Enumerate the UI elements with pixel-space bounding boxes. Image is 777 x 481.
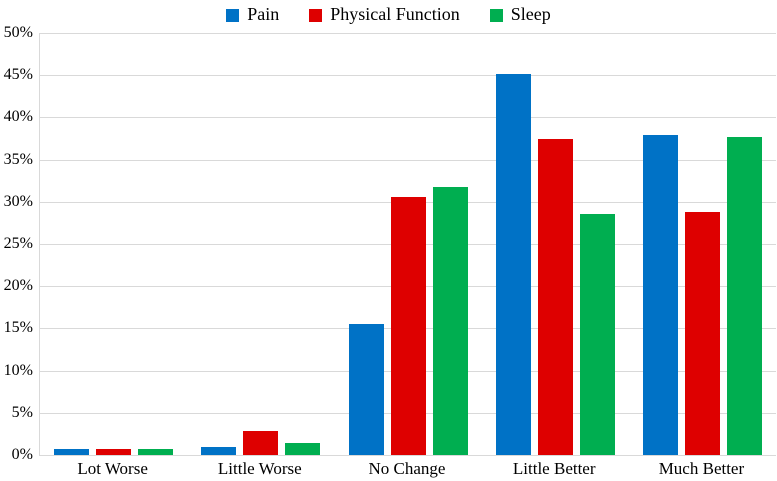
bar-physical-function-little-worse (243, 430, 279, 455)
y-tick-label: 5% (11, 403, 33, 421)
y-tick-label: 15% (3, 319, 33, 337)
bar-pain-little-better (495, 74, 531, 455)
bar-pain-little-worse (201, 446, 237, 455)
bar-pain-no-change (348, 324, 384, 455)
legend-swatch-physical-function (309, 8, 323, 22)
bar-group-no-change (334, 33, 481, 455)
bar-sleep-little-worse (285, 443, 321, 455)
x-axis-label-no-change: No Change (368, 459, 446, 478)
bar-pain-lot-worse (54, 449, 90, 455)
gridline (40, 117, 776, 119)
legend-item-sleep: Sleep (489, 4, 551, 25)
legend-swatch-sleep (489, 8, 503, 22)
x-axis-label-little-worse: Little Worse (217, 459, 302, 478)
bar-physical-function-lot-worse (96, 449, 132, 455)
y-tick-label: 20% (3, 277, 33, 295)
legend-item-physical-function: Physical Function (309, 5, 460, 25)
bar-pain-much-better (642, 135, 678, 455)
x-axis-label-much-better: Much Better (658, 459, 745, 478)
chart-legend: Pain Physical Function Sleep (0, 3, 777, 27)
legend-item-pain: Pain (226, 5, 279, 25)
y-axis-labels: 0% 5% 10% 15% 20% 25% 30% 35% 40% 45% 50% (0, 25, 33, 463)
bar-group-much-better (629, 33, 776, 455)
bar-group-little-worse (187, 33, 334, 455)
bar-sleep-lot-worse (138, 449, 174, 455)
y-tick-label: 30% (3, 192, 33, 210)
bar-sleep-little-better (579, 213, 615, 455)
y-tick-label: 45% (3, 66, 33, 84)
y-tick-label: 0% (11, 446, 33, 463)
gridline (40, 159, 776, 161)
bar-sleep-much-better (726, 136, 762, 455)
plot-area (39, 33, 776, 456)
gridline (40, 33, 776, 34)
bar-group-little-better (482, 33, 629, 455)
bar-sleep-no-change (432, 186, 468, 455)
y-tick-label: 50% (3, 24, 33, 41)
bar-physical-function-no-change (390, 196, 426, 455)
bar-physical-function-little-better (537, 139, 573, 455)
x-axis-label-lot-worse: Lot Worse (77, 459, 148, 478)
y-tick-label: 35% (3, 150, 33, 168)
y-tick-label: 25% (3, 235, 33, 252)
x-axis-label-little-better: Little Better (512, 459, 596, 478)
y-tick-label: 10% (3, 361, 33, 379)
y-tick-label: 40% (3, 108, 33, 126)
x-axis-labels: Lot Worse Little Worse No Change Little Bet… (39, 460, 775, 477)
legend-swatch-pain (226, 8, 240, 22)
legend-label: Physical Function (330, 4, 460, 24)
gridline (40, 75, 776, 77)
bar-group-lot-worse (40, 33, 187, 455)
bar-physical-function-much-better (684, 211, 720, 455)
legend-label: Pain (247, 4, 280, 24)
legend-label: Sleep (510, 4, 551, 24)
